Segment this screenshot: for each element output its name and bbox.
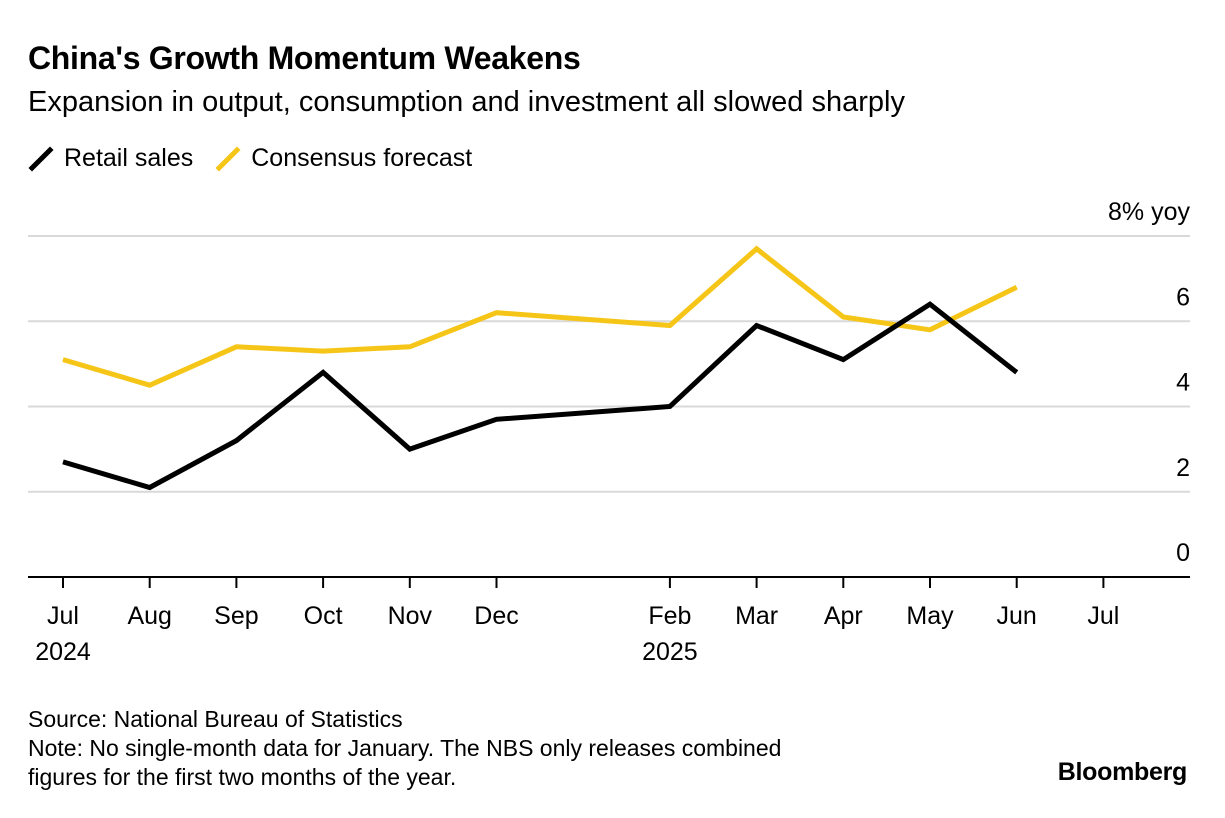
x-tick-label: Jul [47, 602, 79, 630]
x-tick-label: Feb [648, 602, 691, 630]
x-tick-label: Apr [824, 602, 863, 630]
x-tick-label: Mar [735, 602, 778, 630]
legend-item-consensus-forecast: Consensus forecast [215, 144, 472, 173]
legend-item-retail-sales: Retail sales [28, 144, 193, 173]
x-tick-year-label: 2024 [35, 638, 91, 666]
y-tick-label: 6 [1176, 283, 1190, 311]
y-tick-label: 4 [1176, 369, 1190, 397]
note-line-1: Note: No single-month data for January. … [28, 735, 782, 761]
x-tick-label: Jun [997, 602, 1037, 630]
x-tick-label: May [906, 602, 954, 630]
consensus-forecast-line [62, 245, 1018, 388]
legend-label-retail-sales: Retail sales [64, 144, 194, 172]
x-tick-label: Nov [388, 602, 433, 630]
x-tick-label: Oct [304, 602, 343, 630]
x-tick-label: Sep [214, 602, 258, 630]
chart-title: China's Growth Momentum Weakens [28, 40, 581, 76]
y-tick-label: 0 [1176, 539, 1190, 567]
chart-subtitle: Expansion in output, consumption and inv… [28, 86, 905, 118]
legend: Retail sales Consensus forecast [28, 144, 494, 173]
x-tick-year-label: 2025 [642, 638, 698, 666]
x-tick-label: Dec [474, 602, 518, 630]
y-tick-label: 8% yoy [1108, 198, 1190, 226]
note-line-2: figures for the first two months of the … [28, 764, 457, 790]
consensus-forecast-swatch-icon [215, 145, 241, 172]
x-tick-label: Jul [1087, 602, 1119, 630]
source-note: Source: National Bureau of Statistics [28, 706, 403, 732]
legend-label-consensus-forecast: Consensus forecast [251, 144, 473, 172]
chart-footer: Source: National Bureau of Statistics No… [28, 705, 781, 792]
y-tick-label: 2 [1176, 454, 1190, 482]
retail-sales-line [62, 301, 1019, 491]
bloomberg-logo: Bloomberg [1057, 758, 1188, 786]
retail-sales-swatch-icon [28, 145, 54, 172]
x-tick-label: Aug [127, 602, 171, 630]
